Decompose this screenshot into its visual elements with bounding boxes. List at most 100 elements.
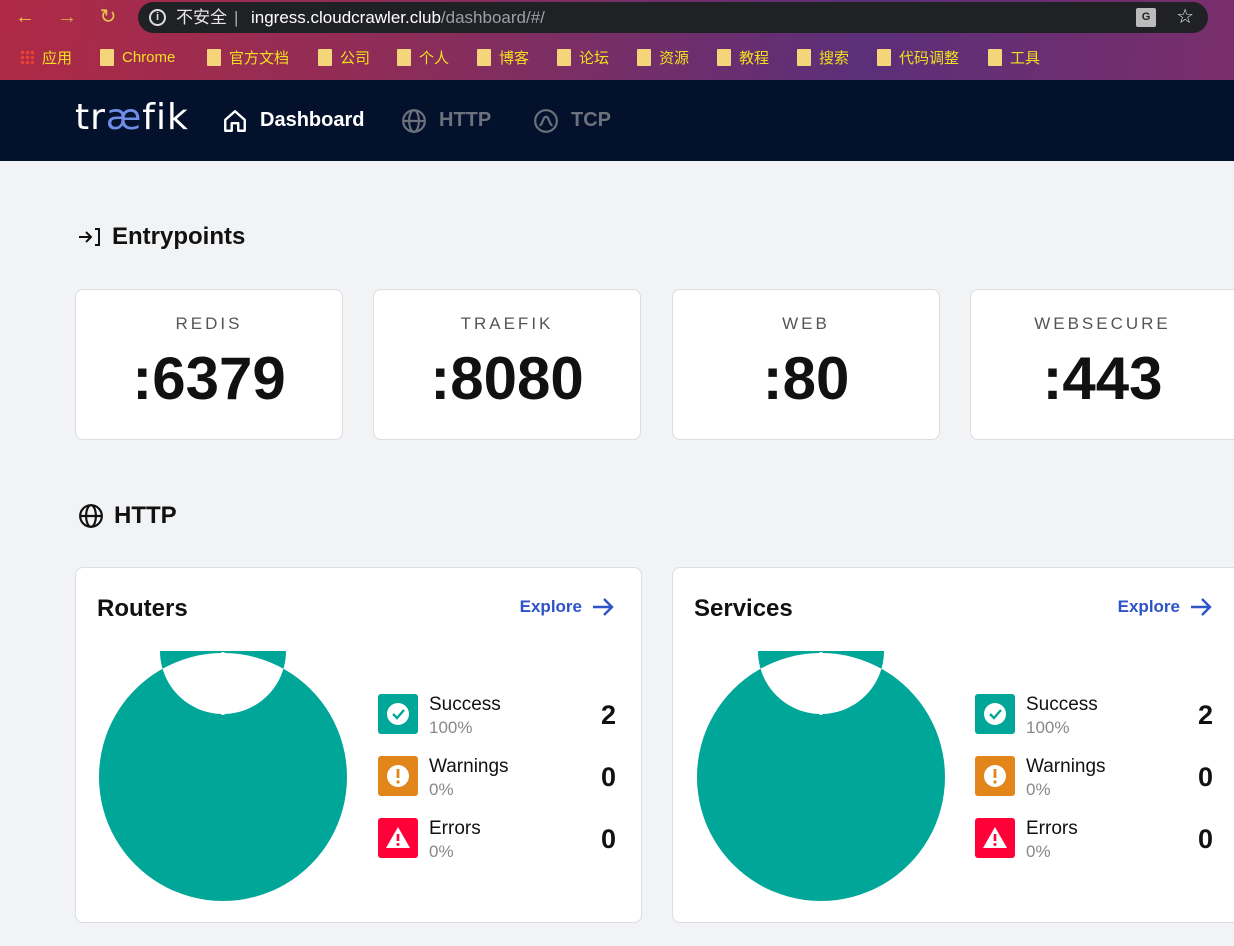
section-title: Entrypoints	[112, 223, 246, 250]
explore-services-link[interactable]: Explore	[1118, 597, 1212, 617]
legend-label: Success	[429, 694, 501, 715]
info-icon[interactable]: i	[149, 9, 166, 26]
http-heading: HTTP	[78, 502, 177, 530]
explore-label: Explore	[1117, 597, 1180, 616]
section-title: HTTP	[114, 502, 177, 529]
panel-title: Services	[694, 595, 793, 622]
apps-grid-icon	[20, 50, 34, 64]
legend-label: Success	[1026, 694, 1098, 715]
dashboard-content: Entrypoints REDIS :6379 TRAEFIK :8080 WE…	[0, 161, 1234, 946]
reload-icon[interactable]: ↻	[99, 6, 117, 28]
bookmark-folder[interactable]: 教程	[717, 44, 769, 70]
translate-icon[interactable]: G	[1136, 8, 1156, 27]
nav-label: HTTP	[439, 109, 492, 131]
success-check-icon	[975, 694, 1015, 734]
bookmark-label: 应用	[42, 49, 73, 67]
panel-title: Routers	[97, 595, 188, 622]
entrypoint-port: :80	[762, 345, 850, 412]
legend-percent: 0%	[429, 842, 454, 861]
legend-errors: Errors 0% 0	[975, 818, 1213, 861]
warning-exclamation-icon	[378, 756, 418, 796]
folder-icon	[397, 48, 411, 66]
bookmark-folder[interactable]: Chrome	[100, 44, 175, 70]
legend-count: 2	[600, 700, 616, 730]
bookmark-label: 官方文档	[229, 49, 290, 67]
bookmark-label: 公司	[340, 49, 371, 67]
entrypoint-port: :6379	[132, 345, 286, 412]
folder-icon	[988, 48, 1002, 66]
bookmark-label: 博客	[499, 49, 530, 67]
traefik-logo[interactable]: træfik	[75, 97, 189, 138]
top-navigation: træfik Dashboard HTTP TCP	[0, 80, 1234, 161]
routers-panel: Routers Explore Success 100% 2 Warnings …	[75, 567, 642, 923]
security-label: 不安全	[176, 8, 227, 27]
bookmark-folder[interactable]: 论坛	[557, 44, 609, 70]
arrow-right-icon	[593, 598, 614, 616]
services-donut-chart	[696, 651, 945, 901]
folder-icon	[100, 48, 114, 66]
explore-routers-link[interactable]: Explore	[520, 597, 614, 617]
bookmark-folder[interactable]: 公司	[318, 44, 370, 70]
entrypoint-card: TRAEFIK :8080	[373, 289, 641, 440]
bookmark-label: 代码调整	[899, 49, 960, 67]
bookmark-star-icon[interactable]: ☆	[1176, 6, 1194, 28]
bookmark-folder[interactable]: 工具	[988, 44, 1040, 70]
folder-icon	[318, 48, 332, 66]
entrypoint-port: :443	[1042, 345, 1163, 412]
donut-slice-success[interactable]	[98, 651, 347, 901]
error-triangle-icon	[975, 818, 1015, 858]
entrypoint-name: WEBSECURE	[1034, 314, 1171, 333]
warning-exclamation-icon	[975, 756, 1015, 796]
legend-percent: 0%	[1026, 842, 1051, 861]
legend-count: 0	[1197, 762, 1213, 792]
bookmark-label: 资源	[659, 49, 690, 67]
services-panel: Services Explore Success 100% 2 Warnings…	[672, 567, 1234, 923]
bookmark-label: 搜索	[819, 49, 850, 67]
legend-success: Success 100% 2	[378, 694, 616, 737]
folder-icon	[717, 48, 731, 66]
donut-slice-success[interactable]	[696, 651, 945, 901]
bookmark-folder[interactable]: 博客	[477, 44, 529, 70]
entrypoint-card: REDIS :6379	[75, 289, 343, 440]
bookmark-label: 个人	[419, 49, 450, 67]
nav-item-tcp[interactable]: TCP	[533, 80, 611, 161]
success-check-icon	[378, 694, 418, 734]
nav-label: Dashboard	[260, 109, 365, 131]
legend-label: Warnings	[1026, 756, 1106, 777]
nav-item-dashboard[interactable]: Dashboard	[222, 80, 364, 161]
entrypoint-name: WEB	[782, 314, 830, 333]
url-path: /dashboard/#/	[440, 8, 545, 27]
url-host: ingress.cloudcrawler.club	[251, 8, 441, 27]
bookmark-label: 教程	[739, 49, 770, 67]
nav-item-http[interactable]: HTTP	[401, 80, 491, 161]
legend-label: Errors	[429, 818, 481, 839]
bookmark-folder[interactable]: 个人	[397, 44, 449, 70]
bookmark-folder[interactable]: 搜索	[797, 44, 849, 70]
address-bar[interactable]: i 不安全 | ingress.cloudcrawler.club/dashbo…	[138, 2, 1208, 33]
bookmarks-bar: 应用 Chrome 官方文档 公司 个人 博客 论坛 资源 教程 搜索 代码调整…	[0, 44, 1234, 70]
error-triangle-icon	[378, 818, 418, 858]
url-separator: |	[234, 8, 239, 27]
browser-chrome: ← → ↻ i 不安全 | ingress.cloudcrawler.club/…	[0, 0, 1234, 80]
logo-text: fik	[142, 97, 189, 138]
forward-arrow-icon[interactable]: →	[57, 6, 77, 28]
bookmark-apps[interactable]: 应用	[20, 44, 72, 70]
bookmark-folder[interactable]: 资源	[637, 44, 689, 70]
legend-count: 0	[600, 824, 616, 854]
folder-icon	[797, 48, 811, 66]
entrypoint-card: WEB :80	[672, 289, 940, 440]
explore-label: Explore	[519, 597, 582, 616]
legend-warnings: Warnings 0% 0	[975, 756, 1213, 799]
legend-percent: 100%	[1026, 718, 1070, 737]
bookmark-label: 工具	[1010, 49, 1041, 67]
bookmark-folder[interactable]: 官方文档	[207, 44, 289, 70]
back-arrow-icon[interactable]: ←	[15, 6, 35, 28]
legend-percent: 0%	[429, 780, 454, 799]
folder-icon	[877, 48, 891, 66]
logo-ae: æ	[105, 97, 143, 138]
bookmark-folder[interactable]: 代码调整	[877, 44, 959, 70]
bookmark-label: 论坛	[579, 49, 610, 67]
globe-icon	[79, 504, 103, 528]
bookmark-label: Chrome	[122, 48, 176, 66]
globe-icon	[402, 108, 426, 133]
